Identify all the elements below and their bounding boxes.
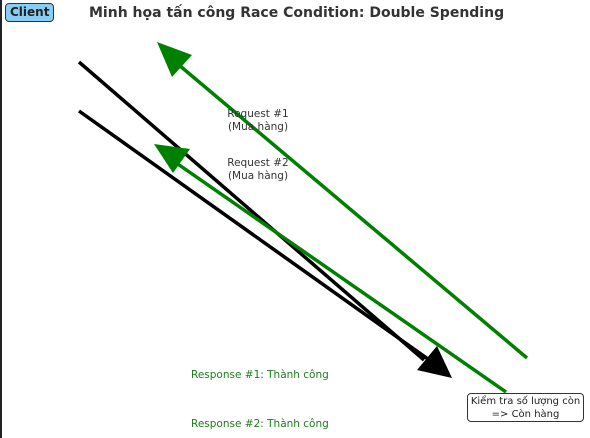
response-2-arrowhead [154,144,190,173]
client-badge: Client [5,3,55,22]
server-check-line-1: Kiểm tra số lượng còn [470,396,581,407]
response-1-label: Response #1: Thành công [191,369,329,381]
request-1-title: Request #1 [227,108,289,120]
left-border [0,0,2,438]
request-2-arrowhead [417,346,452,378]
request-2-title: Request #2 [227,157,289,169]
request-2-subtitle: (Mua hàng) [227,170,289,182]
request-1-subtitle: (Mua hàng) [227,121,289,133]
response-2-arrow [171,158,507,394]
response-2-label: Response #2: Thành công [191,418,329,430]
server-check-line-2: => Còn hàng [491,409,560,420]
request-2-arrow [77,109,430,361]
request-1-label: Request #1 (Mua hàng) [225,108,291,134]
response-1-arrow [171,58,529,360]
response-1-arrowhead [157,42,192,77]
server-check-box: Kiểm tra số lượng còn => Còn hàng [467,393,584,422]
diagram-title: Minh họa tấn công Race Condition: Double… [89,5,505,21]
request-2-label: Request #2 (Mua hàng) [225,157,291,183]
request-1-arrow [77,60,426,362]
